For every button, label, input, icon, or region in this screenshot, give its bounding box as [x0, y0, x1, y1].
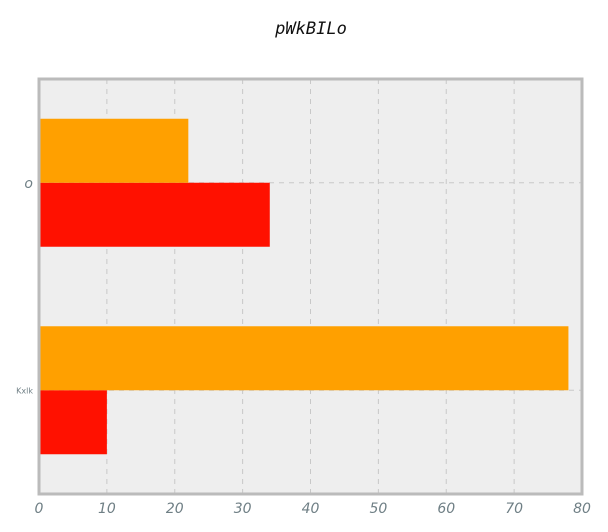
- x-tick-label: 30: [234, 501, 252, 517]
- y-axis-ticks: Kxlk o: [16, 176, 33, 396]
- bar: [39, 118, 189, 183]
- bar: [39, 390, 107, 455]
- x-tick-label: 40: [302, 501, 320, 517]
- y-tick-label: Kxlk: [16, 386, 33, 395]
- bar: [39, 182, 270, 247]
- x-tick-label: 80: [573, 501, 591, 517]
- chart-title: pWkBILo: [274, 19, 347, 39]
- x-tick-label: 0: [35, 501, 44, 517]
- x-axis-ticks: 0 10 20 30 40 50 60 70 80: [35, 501, 591, 517]
- x-tick-label: 70: [505, 501, 523, 517]
- x-tick-label: 10: [98, 501, 116, 517]
- y-tick-label: o: [24, 176, 33, 192]
- x-tick-label: 60: [437, 501, 455, 517]
- bars: [39, 118, 569, 455]
- plot-frame: [37, 77, 584, 496]
- x-tick-label: 50: [369, 501, 387, 517]
- bar: [39, 326, 569, 391]
- x-tick-label: 20: [166, 501, 184, 517]
